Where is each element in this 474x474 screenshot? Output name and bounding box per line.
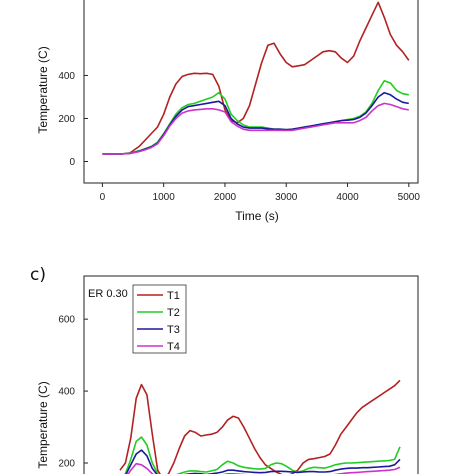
top-series-t2 [102, 80, 409, 155]
top-series-t4 [102, 102, 409, 155]
bottom-y-tick-label: 200 [58, 459, 75, 470]
legend-label-t3: T3 [167, 324, 180, 336]
legend-box [132, 284, 187, 354]
bottom-y-tick-label: 600 [58, 315, 75, 326]
top-x-tick-label: 1000 [153, 192, 176, 203]
top-y-axis-label: Temperature (C) [36, 46, 50, 133]
bottom-y-tick-label: 400 [58, 387, 75, 398]
legend-label-t4: T4 [167, 341, 180, 353]
top-plot-frame [83, 0, 419, 184]
top-y-tick-label: 0 [69, 157, 75, 168]
bottom-series-t1 [119, 379, 401, 474]
bottom-plot-frame [83, 275, 419, 474]
panel-label: c) [30, 265, 46, 285]
bottom-y-axis-label: Temperature (C) [36, 381, 50, 468]
top-y-tick-label: 400 [58, 71, 75, 82]
top-x-tick-label: 4000 [336, 192, 359, 203]
bottom-series-t2 [123, 436, 401, 474]
bottom-series-t4 [127, 462, 401, 474]
top-x-tick-label: 3000 [275, 192, 298, 203]
legend-label-t2: T2 [167, 307, 180, 319]
bottom-series-t3 [125, 449, 401, 474]
top-series-lines [102, 1, 410, 155]
legend-title: ER 0.30 [88, 288, 128, 300]
top-series-t3 [102, 91, 409, 155]
top-x-tick-label: 5000 [398, 192, 421, 203]
top-series-t1 [102, 1, 410, 155]
bottom-axis-ticks: 200 400 600 [58, 315, 88, 470]
top-x-tick-label: 0 [100, 192, 106, 203]
bottom-series-lines [119, 379, 401, 474]
legend: T1 T2 T3 T4 [132, 284, 187, 354]
top-x-tick-label: 2000 [214, 192, 237, 203]
legend-label-t1: T1 [167, 290, 180, 302]
top-y-tick-label: 200 [58, 114, 75, 125]
top-x-axis-label: Time (s) [235, 209, 279, 223]
